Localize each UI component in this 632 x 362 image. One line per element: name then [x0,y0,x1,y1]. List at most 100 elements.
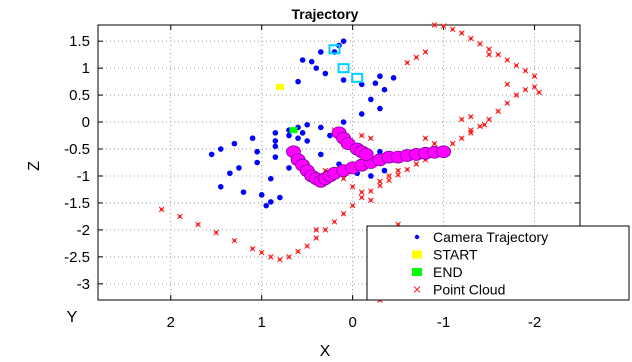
legend-item: Point Cloud [413,282,505,298]
point-cloud-dot [523,88,528,92]
point-cloud-dot [260,250,264,255]
camera-trajectory-point [299,57,306,63]
camera-trajectory-series [208,38,397,209]
point-cloud-dot [360,190,364,194]
point-cloud-dot [451,27,455,31]
point-cloud-marker [449,140,456,147]
point-cloud-marker [413,161,420,167]
point-cloud-dot [278,257,282,262]
covariance-ellipse [436,145,451,159]
x-tick-label: 1 [258,314,266,331]
point-cloud-dot [387,174,391,178]
camera-trajectory-point [390,75,397,81]
camera-trajectory-point [304,121,310,128]
start-marker [275,84,284,91]
point-cloud-dot [369,189,373,193]
point-cloud-dot [269,255,273,259]
y-tick-label: -1 [77,168,90,185]
point-cloud-marker [422,49,429,55]
point-cloud-dot [405,61,409,65]
start-end-markers [275,84,298,134]
point-cloud-marker [395,172,401,178]
camera-trajectory-point [263,202,270,209]
point-cloud-dot [251,247,255,251]
y-tick-label: -3 [77,276,90,293]
point-cloud-dot [214,230,218,235]
point-cloud-marker [481,121,488,128]
camera-trajectory-point [286,165,292,171]
camera-trajectory-point [299,130,306,136]
camera-trajectory-point [377,105,383,112]
point-cloud-marker [413,54,420,61]
point-cloud-dot [482,123,487,127]
point-cloud-marker [468,127,474,134]
point-cloud-marker [340,175,347,182]
camera-trajectory-point [340,38,347,44]
point-cloud-dot [405,167,409,172]
point-cloud-dot [396,222,400,227]
point-cloud-marker [377,182,383,189]
point-cloud-marker [495,51,502,58]
y-tick-label: -1.5 [64,195,90,212]
point-cloud-dot [469,36,473,41]
chart-title: Trajectory [292,6,359,22]
point-cloud-dot [414,162,418,166]
point-cloud-dot [196,222,200,227]
camera-trajectory-point [313,65,320,71]
point-cloud-marker [486,51,492,58]
point-cloud-marker [395,167,401,174]
point-cloud-marker [367,188,374,194]
point-cloud-dot [178,214,182,219]
point-cloud-dot [478,42,482,46]
point-cloud-dot [341,212,346,216]
point-cloud-marker [277,256,283,263]
point-cloud-dot [332,220,337,224]
camera-trajectory-point [340,119,347,125]
point-cloud-marker [358,189,365,196]
covariance-series [286,126,451,188]
point-cloud-marker [468,35,474,42]
x-axis-label: X [320,343,331,360]
point-cloud-marker [486,116,492,123]
point-cloud-marker [313,235,320,241]
point-cloud-marker [349,183,356,190]
point-cloud-marker [295,248,301,255]
point-cloud-dot [487,53,491,57]
point-cloud-marker [304,243,311,249]
point-cloud-dot [496,53,500,57]
point-cloud-dot [351,204,355,208]
camera-frustum-series [328,44,364,83]
point-cloud-dot [351,185,355,189]
camera-trajectory-point [227,170,233,177]
point-cloud-dot [160,207,164,212]
legend-label: START [433,247,478,263]
legend-label: END [433,264,463,280]
point-cloud-marker [213,229,220,236]
camera-trajectory-point [254,148,260,155]
point-cloud-dot [378,184,382,188]
legend-item: END [412,264,463,280]
point-cloud-marker [495,108,502,115]
camera-trajectory-point [340,77,347,83]
point-cloud-marker [477,123,483,130]
legend-marker [412,268,422,276]
camera-trajectory-point [381,167,388,174]
camera-trajectory-point [272,138,279,144]
point-cloud-dot [360,133,364,138]
point-cloud-dot [432,142,437,146]
y-tick-label: -2 [77,222,90,239]
x-tick-label: -2 [528,314,541,331]
point-cloud-marker [536,89,542,96]
point-cloud-marker [377,178,383,185]
y-tick-label: 0 [82,114,90,131]
x-tick-label: 2 [167,314,175,331]
point-cloud-dot [469,115,473,119]
point-cloud-dot [369,198,373,202]
point-cloud-marker [349,202,356,209]
point-cloud-dot [514,93,518,97]
point-cloud-dot [423,50,427,54]
x-tick-label: 0 [348,314,356,331]
point-cloud-marker [313,227,320,233]
